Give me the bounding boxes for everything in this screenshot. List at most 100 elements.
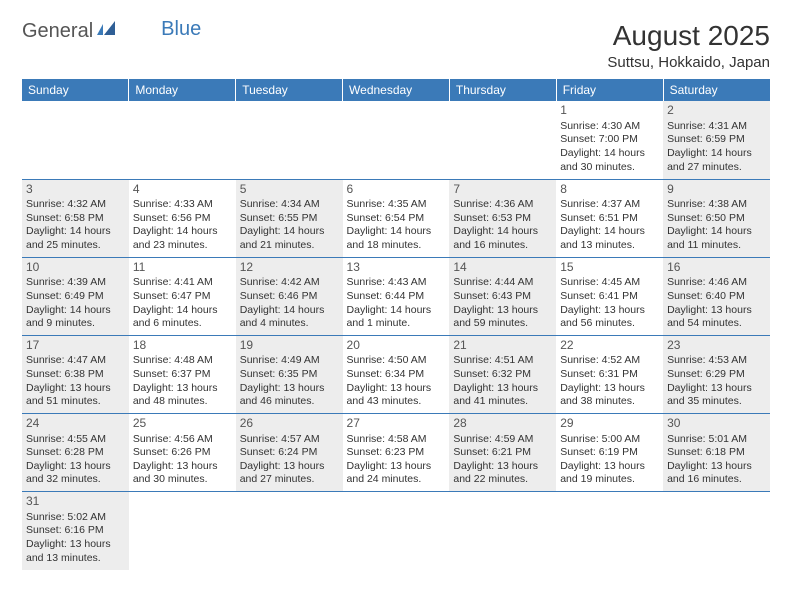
calendar-cell: 23Sunrise: 4:53 AMSunset: 6:29 PMDayligh… xyxy=(663,335,770,413)
day-number: 16 xyxy=(667,260,766,276)
calendar-cell: 3Sunrise: 4:32 AMSunset: 6:58 PMDaylight… xyxy=(22,179,129,257)
calendar-cell: 2Sunrise: 4:31 AMSunset: 6:59 PMDaylight… xyxy=(663,101,770,179)
calendar-cell: 18Sunrise: 4:48 AMSunset: 6:37 PMDayligh… xyxy=(129,335,236,413)
day-info-line: and 18 minutes. xyxy=(347,239,446,253)
day-info-line: Sunset: 6:59 PM xyxy=(667,133,766,147)
day-info-line: Daylight: 14 hours xyxy=(133,304,232,318)
day-info-line: Sunset: 6:53 PM xyxy=(453,212,552,226)
calendar-cell: 29Sunrise: 5:00 AMSunset: 6:19 PMDayligh… xyxy=(556,413,663,491)
calendar-cell: 16Sunrise: 4:46 AMSunset: 6:40 PMDayligh… xyxy=(663,257,770,335)
day-info-line: and 16 minutes. xyxy=(667,473,766,487)
day-number: 6 xyxy=(347,182,446,198)
day-info-line: Daylight: 13 hours xyxy=(560,382,659,396)
day-info-line: Sunset: 6:26 PM xyxy=(133,446,232,460)
day-header: Tuesday xyxy=(236,79,343,101)
calendar-cell xyxy=(343,492,450,570)
day-number: 27 xyxy=(347,416,446,432)
day-number: 15 xyxy=(560,260,659,276)
day-header: Monday xyxy=(129,79,236,101)
day-info-line: Daylight: 13 hours xyxy=(133,382,232,396)
day-info-line: and 30 minutes. xyxy=(560,161,659,175)
day-number: 11 xyxy=(133,260,232,276)
day-number: 24 xyxy=(26,416,125,432)
day-info-line: and 54 minutes. xyxy=(667,317,766,331)
calendar-cell: 13Sunrise: 4:43 AMSunset: 6:44 PMDayligh… xyxy=(343,257,450,335)
calendar-cell: 20Sunrise: 4:50 AMSunset: 6:34 PMDayligh… xyxy=(343,335,450,413)
day-number: 19 xyxy=(240,338,339,354)
day-info-line: Sunset: 6:47 PM xyxy=(133,290,232,304)
day-info-line: Sunset: 6:34 PM xyxy=(347,368,446,382)
day-info-line: Sunrise: 4:39 AM xyxy=(26,276,125,290)
day-info-line: and 46 minutes. xyxy=(240,395,339,409)
calendar-cell: 12Sunrise: 4:42 AMSunset: 6:46 PMDayligh… xyxy=(236,257,343,335)
title-block: August 2025 Suttsu, Hokkaido, Japan xyxy=(607,20,770,71)
calendar-cell: 26Sunrise: 4:57 AMSunset: 6:24 PMDayligh… xyxy=(236,413,343,491)
day-info-line: Sunrise: 4:53 AM xyxy=(667,354,766,368)
calendar-cell: 8Sunrise: 4:37 AMSunset: 6:51 PMDaylight… xyxy=(556,179,663,257)
day-info-line: Sunrise: 4:43 AM xyxy=(347,276,446,290)
day-info-line: and 13 minutes. xyxy=(26,552,125,566)
day-info-line: Sunset: 6:19 PM xyxy=(560,446,659,460)
day-info-line: Sunrise: 4:41 AM xyxy=(133,276,232,290)
day-info-line: Sunrise: 5:01 AM xyxy=(667,433,766,447)
day-info-line: Daylight: 14 hours xyxy=(667,225,766,239)
day-number: 7 xyxy=(453,182,552,198)
day-info-line: Daylight: 14 hours xyxy=(240,304,339,318)
day-info-line: Sunrise: 4:32 AM xyxy=(26,198,125,212)
day-number: 28 xyxy=(453,416,552,432)
calendar-week: 3Sunrise: 4:32 AMSunset: 6:58 PMDaylight… xyxy=(22,179,770,257)
calendar-cell: 28Sunrise: 4:59 AMSunset: 6:21 PMDayligh… xyxy=(449,413,556,491)
day-info-line: Sunset: 6:56 PM xyxy=(133,212,232,226)
day-info-line: Sunrise: 4:47 AM xyxy=(26,354,125,368)
day-info-line: Sunrise: 4:37 AM xyxy=(560,198,659,212)
day-info-line: Sunset: 6:40 PM xyxy=(667,290,766,304)
day-info-line: Sunset: 6:43 PM xyxy=(453,290,552,304)
day-number: 30 xyxy=(667,416,766,432)
day-number: 12 xyxy=(240,260,339,276)
calendar-cell: 25Sunrise: 4:56 AMSunset: 6:26 PMDayligh… xyxy=(129,413,236,491)
calendar-week: 31Sunrise: 5:02 AMSunset: 6:16 PMDayligh… xyxy=(22,492,770,570)
day-info-line: Sunrise: 4:56 AM xyxy=(133,433,232,447)
day-info-line: Sunrise: 5:02 AM xyxy=(26,511,125,525)
day-info-line: Sunrise: 4:49 AM xyxy=(240,354,339,368)
day-number: 10 xyxy=(26,260,125,276)
calendar-cell: 24Sunrise: 4:55 AMSunset: 6:28 PMDayligh… xyxy=(22,413,129,491)
day-info-line: Sunset: 6:50 PM xyxy=(667,212,766,226)
calendar-week: 1Sunrise: 4:30 AMSunset: 7:00 PMDaylight… xyxy=(22,101,770,179)
day-info-line: and 27 minutes. xyxy=(240,473,339,487)
day-info-line: Daylight: 14 hours xyxy=(560,225,659,239)
day-info-line: Daylight: 13 hours xyxy=(560,460,659,474)
day-number: 31 xyxy=(26,494,125,510)
calendar-cell: 22Sunrise: 4:52 AMSunset: 6:31 PMDayligh… xyxy=(556,335,663,413)
day-info-line: Sunset: 6:32 PM xyxy=(453,368,552,382)
day-info-line: Daylight: 13 hours xyxy=(560,304,659,318)
calendar-cell: 5Sunrise: 4:34 AMSunset: 6:55 PMDaylight… xyxy=(236,179,343,257)
day-info-line: and 1 minute. xyxy=(347,317,446,331)
day-info-line: and 19 minutes. xyxy=(560,473,659,487)
calendar-cell: 19Sunrise: 4:49 AMSunset: 6:35 PMDayligh… xyxy=(236,335,343,413)
calendar-cell xyxy=(129,101,236,179)
day-info-line: Daylight: 13 hours xyxy=(26,382,125,396)
logo: General Blue xyxy=(22,20,201,43)
day-info-line: Sunrise: 4:31 AM xyxy=(667,120,766,134)
calendar-cell: 6Sunrise: 4:35 AMSunset: 6:54 PMDaylight… xyxy=(343,179,450,257)
day-info-line: Sunrise: 4:35 AM xyxy=(347,198,446,212)
day-header-row: SundayMondayTuesdayWednesdayThursdayFrid… xyxy=(22,79,770,101)
day-info-line: Sunset: 7:00 PM xyxy=(560,133,659,147)
day-info-line: Daylight: 13 hours xyxy=(347,382,446,396)
day-number: 26 xyxy=(240,416,339,432)
day-info-line: and 25 minutes. xyxy=(26,239,125,253)
day-info-line: and 22 minutes. xyxy=(453,473,552,487)
day-info-line: Sunset: 6:35 PM xyxy=(240,368,339,382)
calendar-cell: 4Sunrise: 4:33 AMSunset: 6:56 PMDaylight… xyxy=(129,179,236,257)
day-info-line: Sunset: 6:37 PM xyxy=(133,368,232,382)
day-info-line: Sunrise: 4:44 AM xyxy=(453,276,552,290)
calendar-cell xyxy=(236,492,343,570)
calendar-cell xyxy=(22,101,129,179)
day-info-line: and 38 minutes. xyxy=(560,395,659,409)
day-info-line: Daylight: 13 hours xyxy=(240,382,339,396)
day-info-line: Sunrise: 4:48 AM xyxy=(133,354,232,368)
day-info-line: Sunset: 6:51 PM xyxy=(560,212,659,226)
day-info-line: Daylight: 14 hours xyxy=(26,304,125,318)
day-info-line: and 30 minutes. xyxy=(133,473,232,487)
